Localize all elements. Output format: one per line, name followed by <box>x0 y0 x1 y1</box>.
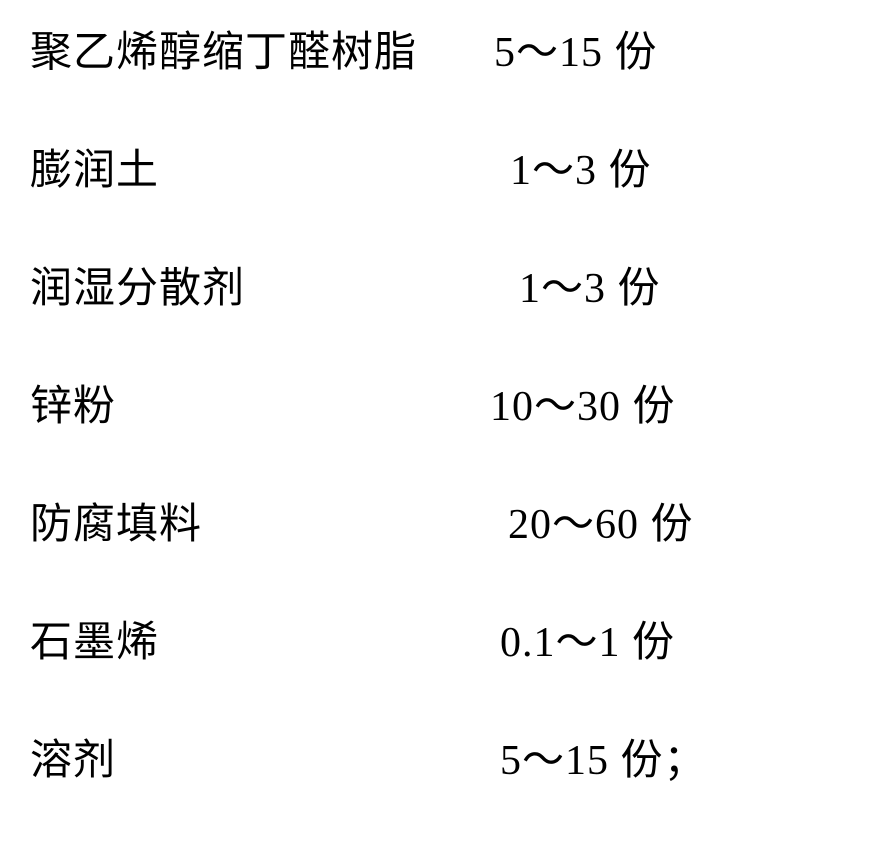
ingredient-label: 溶剂 <box>30 726 460 787</box>
ingredient-label: 聚乙烯醇缩丁醛树脂 <box>30 18 460 79</box>
ingredient-amount: 5～15 份 <box>494 18 658 79</box>
ingredient-amount: 20～60 份 <box>508 490 694 551</box>
table-row: 膨润土 1～3 份 <box>30 136 853 254</box>
table-row: 聚乙烯醇缩丁醛树脂 5～15 份 <box>30 18 853 136</box>
ingredient-amount: 1～3 份 <box>510 136 652 197</box>
ingredient-label: 膨润土 <box>30 136 460 197</box>
ingredient-amount: 10～30 份 <box>490 372 676 433</box>
table-row: 润湿分散剂 1～3 份 <box>30 254 853 372</box>
ingredient-amount: 1～3 份 <box>519 254 661 315</box>
ingredient-amount: 0.1～1 份 <box>500 608 675 669</box>
ingredient-label: 石墨烯 <box>30 608 460 669</box>
ingredient-label: 锌粉 <box>30 372 460 433</box>
ingredient-label: 防腐填料 <box>30 490 460 551</box>
table-row: 防腐填料 20～60 份 <box>30 490 853 608</box>
ingredient-label: 润湿分散剂 <box>30 254 460 315</box>
table-row: 锌粉 10～30 份 <box>30 372 853 490</box>
composition-table: 聚乙烯醇缩丁醛树脂 5～15 份 膨润土 1～3 份 润湿分散剂 1～3 份 锌… <box>0 0 883 835</box>
table-row: 石墨烯 0.1～1 份 <box>30 608 853 726</box>
ingredient-amount: 5～15 份； <box>500 726 707 787</box>
table-row: 溶剂 5～15 份； <box>30 726 853 844</box>
